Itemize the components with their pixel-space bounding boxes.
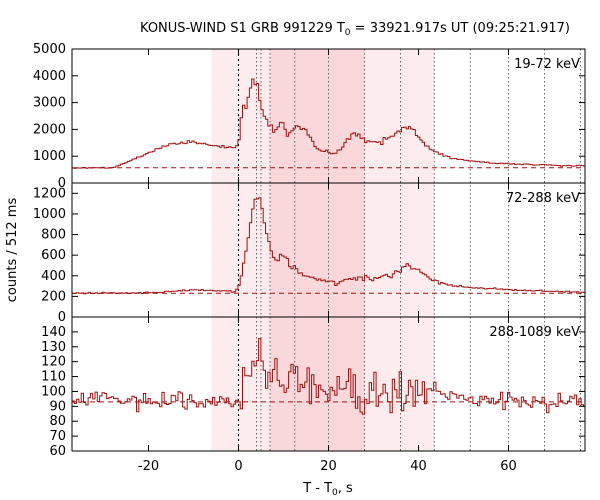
x-axis-title-rest: , s: [338, 481, 353, 496]
x-axis-title-subscript: 0: [332, 488, 338, 498]
y-tick-label: 70: [49, 429, 66, 444]
panel-3: [72, 338, 585, 415]
y-tick-label: 120: [41, 355, 66, 370]
chart-title: KONUS-WIND S1 GRB 991229 T0 = 33921.917s…: [140, 21, 570, 38]
y-tick-label: 130: [41, 340, 66, 355]
y-tick-label: 140: [41, 325, 66, 340]
x-tick-label: -20: [138, 459, 159, 474]
light-curve-3: [72, 338, 585, 415]
y-tick-label: 600: [41, 248, 66, 263]
y-tick-label: 5000: [33, 42, 66, 57]
y-tick-label: 0: [58, 176, 66, 191]
shaded-intervals: [211, 49, 435, 451]
y-tick-label: 90: [49, 399, 66, 414]
panel-1: [72, 78, 585, 169]
y-tick-label: 60: [49, 444, 66, 459]
y-tick-label: 1200: [33, 186, 66, 201]
x-tick-label: 40: [410, 459, 427, 474]
x-tick-label: 0: [234, 459, 242, 474]
light-curve-2: [72, 197, 585, 295]
y-tick-label: 1000: [33, 149, 66, 164]
light-curve-panels: [72, 78, 585, 415]
y-tick-label: 110: [41, 370, 66, 385]
chart-title-rest: = 33921.917s UT (09:25:21.917): [351, 21, 570, 36]
shaded-interval-2: [270, 49, 365, 451]
y-tick-label: 3000: [33, 96, 66, 111]
y-tick-label: 80: [49, 414, 66, 429]
y-tick-label: 800: [41, 228, 66, 243]
energy-band-label: 19-72 keV: [514, 57, 580, 72]
y-axis-title: counts / 512 ms: [5, 198, 20, 303]
x-tick-label: 20: [320, 459, 337, 474]
y-tick-label: 400: [41, 269, 66, 284]
y-tick-label: 200: [41, 289, 66, 304]
y-tick-label: 1000: [33, 207, 66, 222]
y-tick-label: 2000: [33, 122, 66, 137]
chart-title-main: KONUS-WIND S1 GRB 991229 T: [140, 21, 345, 36]
plot-frames: [71, 48, 586, 452]
panel-2: [72, 197, 585, 295]
y-tick-label: 100: [41, 384, 66, 399]
light-curve-1: [72, 78, 585, 169]
energy-band-label: 288-1089 keV: [489, 325, 580, 340]
y-tick-label: 4000: [33, 69, 66, 84]
x-axis-title: T - T0, s: [302, 481, 353, 498]
chart-title-subscript: 0: [345, 28, 351, 38]
y-tick-label: 0: [58, 310, 66, 325]
energy-band-label: 72-288 keV: [506, 191, 580, 206]
x-tick-label: 60: [500, 459, 517, 474]
x-axis-title-main: T - T: [302, 481, 332, 496]
